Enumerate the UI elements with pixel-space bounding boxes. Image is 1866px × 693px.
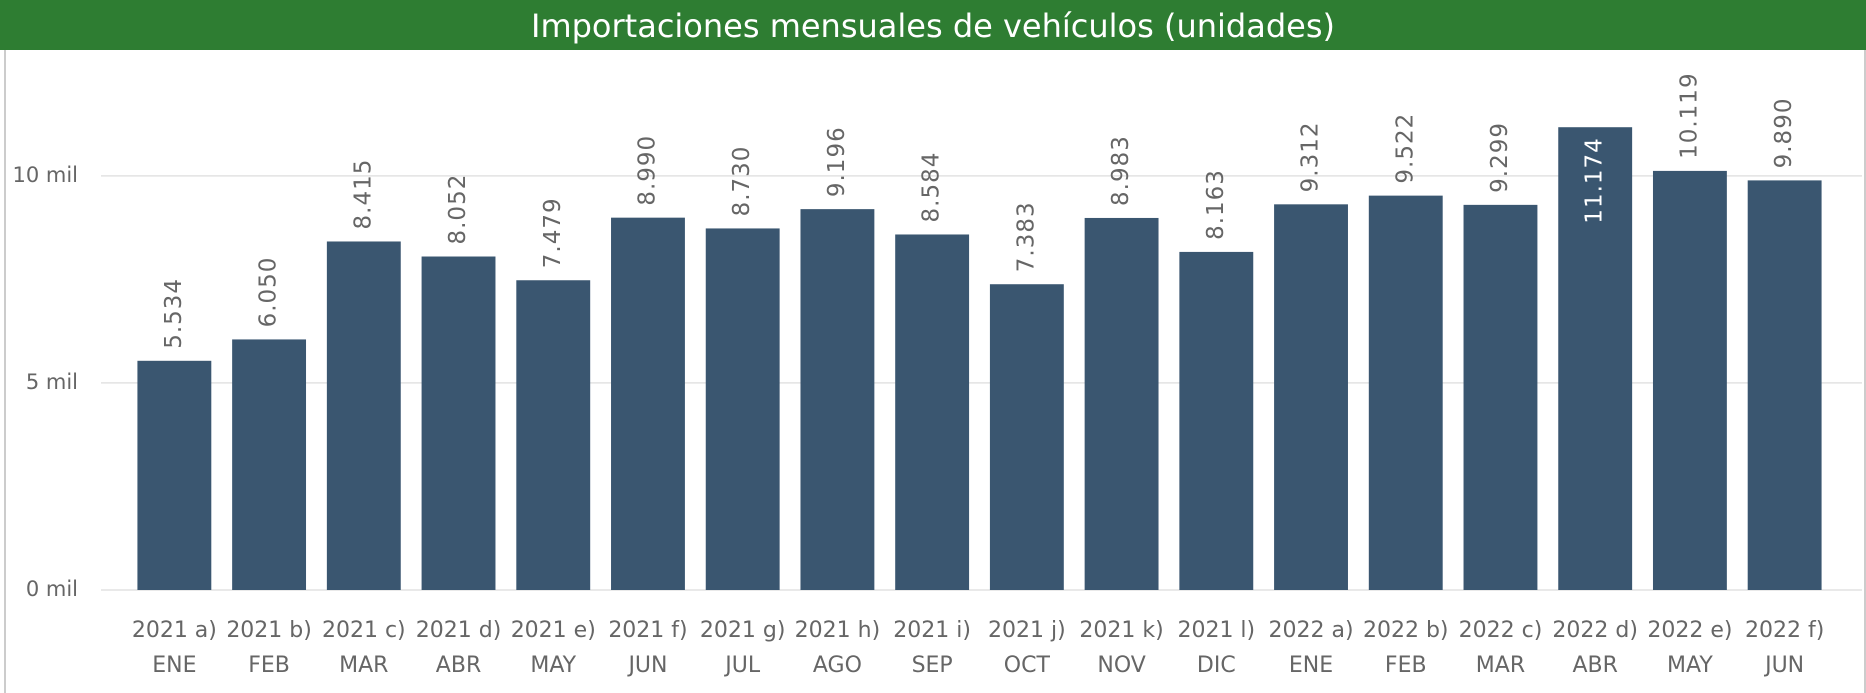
bar [1368,195,1443,590]
x-tick-line: 2021 j) [988,618,1066,643]
x-tick-line: 2021 h) [795,618,881,643]
x-tick-line: JUN [626,653,667,678]
x-tick-line: 2022 c) [1459,618,1543,643]
x-tick-label: 2021 j) OCT [988,618,1066,678]
x-tick-line: MAY [530,653,576,678]
x-tick-label: 2022 a) ENE [1269,618,1354,678]
x-tick-label: 2021 i) SEP [893,618,971,678]
x-tick-line: MAR [339,653,388,678]
value-label: 8.052 [445,174,471,245]
bar [1274,204,1348,590]
x-tick-line: 2021 l) [1177,618,1255,643]
value-label: 8.415 [350,159,376,230]
x-tick-label: 2021 b) FEB [226,618,312,678]
x-tick-line: 2021 b) [226,618,312,643]
bar [1084,217,1159,590]
x-tick-label: 2022 c) MAR [1459,618,1543,678]
value-label: 11.174 [1582,137,1608,223]
x-tick-line: OCT [1004,653,1051,678]
value-label: 9.312 [1298,121,1324,192]
bar [1179,251,1254,590]
bar [895,234,970,590]
x-tick-label: 2021 d) ABR [416,618,502,678]
x-tick-line: 2021 e) [511,618,596,643]
x-tick-label: 2021 a) ENE [132,618,217,678]
x-tick-line: FEB [1385,653,1427,678]
bar [989,284,1064,590]
bar [705,228,780,590]
header-bar [0,0,1866,50]
bar [232,339,307,590]
x-tick-line: AGO [813,653,862,678]
value-label: 7.479 [540,197,566,268]
x-tick-label: 2022 f) JUN [1745,618,1824,678]
value-label: 10.119 [1676,72,1702,158]
value-label: 8.584 [919,152,945,223]
x-tick-label: 2021 h) AGO [795,618,881,678]
x-tick-line: MAR [1476,653,1525,678]
value-label: 9.299 [1487,122,1513,193]
value-label: 9.890 [1771,98,1797,169]
x-tick-line: 2022 b) [1363,618,1449,643]
value-label: 8.990 [634,135,660,206]
bar [421,256,496,590]
bar [1558,127,1633,590]
x-tick-line: 2021 i) [893,618,971,643]
y-tick-label: 10 mil [12,163,78,187]
x-tick-line: DIC [1197,653,1236,678]
x-tick-line: JUN [1763,653,1804,678]
value-label: 6.050 [256,257,282,328]
value-label: 9.522 [1392,113,1418,184]
x-tick-line: JUL [723,653,761,678]
x-tick-line: ABR [436,653,481,678]
x-tick-label: 2021 g) JUL [700,618,786,678]
x-tick-label: 2021 c) MAR [322,618,406,678]
value-label: 8.163 [1203,169,1229,240]
x-tick-line: ABR [1572,653,1617,678]
x-tick-label: 2021 f) JUN [608,618,687,678]
x-tick-line: 2021 a) [132,618,217,643]
bar [1463,204,1538,591]
x-tick-line: 2022 e) [1647,618,1732,643]
x-tick-line: 2022 a) [1269,618,1354,643]
value-label: 8.730 [729,146,755,217]
value-label: 8.983 [1108,135,1134,206]
value-label: 5.534 [161,278,187,349]
x-tick-line: 2022 f) [1745,618,1824,643]
x-tick-line: MAY [1667,653,1713,678]
bar [1652,170,1727,590]
x-tick-label: 2021 e) MAY [511,618,596,678]
x-tick-line: 2021 f) [608,618,687,643]
x-tick-line: 2021 k) [1079,618,1163,643]
x-tick-line: NOV [1097,653,1145,678]
x-tick-label: 2021 l) DIC [1177,618,1255,678]
x-tick-line: SEP [912,653,953,678]
x-tick-line: 2021 d) [416,618,502,643]
x-tick-line: ENE [152,653,196,678]
x-tick-line: 2021 c) [322,618,406,643]
x-tick-label: 2022 e) MAY [1647,618,1732,678]
bar [611,217,685,590]
x-tick-line: FEB [248,653,290,678]
bar [326,241,401,590]
value-label: 9.196 [824,126,850,197]
bar [1747,180,1822,590]
x-tick-label: 2022 d) ABR [1552,618,1638,678]
x-tick-line: 2022 d) [1552,618,1638,643]
x-tick-label: 2021 k) NOV [1079,618,1163,678]
bar [800,209,875,591]
bar [516,280,591,590]
x-tick-label: 2022 b) FEB [1363,618,1449,678]
chart-title: Importaciones mensuales de vehículos (un… [531,7,1335,45]
y-tick-label: 0 mil [26,577,78,601]
y-tick-label: 5 mil [26,370,78,394]
x-tick-line: ENE [1289,653,1333,678]
value-label: 7.383 [1013,201,1039,272]
x-tick-line: 2021 g) [700,618,786,643]
bar [137,360,212,590]
